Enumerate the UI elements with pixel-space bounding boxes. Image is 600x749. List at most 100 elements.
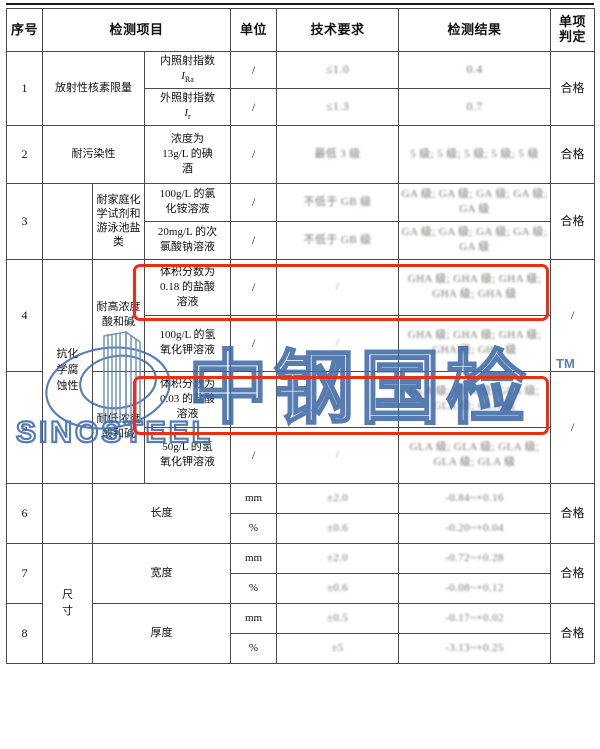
requirement-value: / <box>335 280 340 293</box>
condition-line: 酒 <box>182 162 193 175</box>
item-subname: 耐家庭化 学试剂和 游泳池盐 类 <box>92 182 145 260</box>
condition-cell: 100g/L 的氢 氧化钾溶液 <box>143 314 232 372</box>
item-subname: 厚度 <box>91 602 232 664</box>
requirement-value: ±5 <box>331 641 344 654</box>
item-name-l1: 尺 <box>62 588 73 601</box>
condition-line: 体积分数为 <box>160 377 215 390</box>
requirement-cell: 不低于 GB 级 <box>276 182 400 222</box>
requirement-value: / <box>335 392 340 405</box>
item-subname-l1: 耐高浓度 <box>96 301 141 314</box>
condition-line: 50g/L 的氢 <box>162 441 213 454</box>
condition-label: 内照射指数 <box>160 55 215 67</box>
result-cell: -0.72~+0.28 <box>398 542 552 574</box>
row-no: 3 <box>6 182 43 260</box>
item-name-l1: 抗化 <box>56 348 79 361</box>
unit-cell: / <box>230 314 278 372</box>
table-row: 50g/L 的氢 氧化钾溶液 / / GLA 级; GLA 级; GLA 级; … <box>7 426 595 484</box>
verdict-cell: 合格 <box>550 542 596 604</box>
item-subname-l1: 耐家庭化 <box>96 193 141 206</box>
requirement-value: ±0.6 <box>326 521 349 534</box>
requirement-value: ±2.0 <box>326 491 349 504</box>
result-value: GLA 级; GLA 级; GLA 级; GLA 级; GLA 级 <box>409 385 540 413</box>
result-cell: GHA 级; GHA 级; GHA 级; GHA 级; GHA 级 <box>398 258 552 316</box>
item-subname-l3: 游泳池盐 <box>96 222 141 235</box>
header-item: 检测项目 <box>41 8 232 52</box>
result-cell: -0.17~+0.02 <box>398 602 552 634</box>
result-value: GLA 级; GLA 级; GLA 级; GLA 级; GLA 级 <box>409 441 540 469</box>
result-cell: -0.08~+0.12 <box>398 572 552 604</box>
condition-cell: 体积分数为 0.03 的盐酸 溶液 <box>143 370 232 428</box>
condition-label: 外照射指数 <box>160 91 215 104</box>
verdict-cell: / <box>550 258 596 372</box>
item-name: 尺 寸 <box>42 542 93 664</box>
requirement-cell: / <box>276 314 400 372</box>
item-subname: 耐高浓度 酸和碱 <box>92 258 145 372</box>
verdict-cell: 合格 <box>550 51 596 126</box>
requirement-cell: ±2.0 <box>276 482 400 514</box>
condition-line: 100g/L 的氯 <box>159 188 216 201</box>
condition-line: 溶液 <box>176 295 199 308</box>
item-subname: 耐低浓度 酸和碱 <box>92 370 145 484</box>
condition-line: 100g/L 的氢 <box>159 329 216 342</box>
requirement-value: 最低 3 级 <box>314 147 361 160</box>
requirement-value: / <box>335 336 340 349</box>
unit-cell: / <box>230 220 278 260</box>
condition-cell: 体积分数为 0.18 的盐酸 溶液 <box>143 258 232 316</box>
requirement-cell: ≤1.3 <box>276 87 400 126</box>
requirement-value: 不低于 GB 级 <box>303 233 372 246</box>
result-value: GA 级; GA 级; GA 级; GA 级; GA 级 <box>401 226 548 254</box>
unit-cell: / <box>230 124 278 184</box>
requirement-value: 不低于 GB 级 <box>303 195 372 208</box>
table-header-row: 序号 检测项目 单位 技术要求 检测结果 单项 判定 <box>6 8 596 52</box>
result-value: -3.13~+0.25 <box>445 641 504 654</box>
requirement-cell: ±0.6 <box>276 572 400 604</box>
table-row: 2 耐污染性 浓度为 13g/L 的碘 酒 / 最低 3 级 5 级; 5 级;… <box>6 124 596 184</box>
condition-line: 0.03 的盐酸 <box>160 392 215 405</box>
result-value: -0.08~+0.12 <box>445 581 504 594</box>
table-row: 8 厚度 mm ±0.5 -0.17~+0.02 合格 <box>6 602 596 664</box>
table-row: 7 尺 寸 宽度 mm ±2.0 -0.72~+0.28 合格 <box>6 542 596 664</box>
item-name-empty <box>42 482 93 544</box>
item-name-l3: 蚀性 <box>56 380 79 393</box>
unit-cell: % <box>230 572 278 604</box>
requirement-value: / <box>335 448 340 461</box>
item-subname-l1: 耐低浓度 <box>96 413 141 426</box>
unit-cell: mm <box>230 482 278 514</box>
result-value: -0.17~+0.02 <box>445 611 504 624</box>
requirement-cell: ±5 <box>276 632 400 664</box>
condition-cell: 20mg/L 的次 氯酸钠溶液 <box>143 220 232 260</box>
unit-cell: / <box>230 87 278 126</box>
result-value: GHA 级; GHA 级; GHA 级; GHA 级; GHA 级 <box>407 273 542 301</box>
item-name: 耐污染性 <box>42 124 145 184</box>
item-name: 放射性核素限量 <box>42 51 145 126</box>
requirement-value: ≤1.3 <box>325 99 350 114</box>
result-cell: GLA 级; GLA 级; GLA 级; GLA 级; GLA 级 <box>398 370 552 428</box>
condition-cell: 内照射指数 IRa <box>143 51 232 89</box>
result-cell: GLA 级; GLA 级; GLA 级; GLA 级; GLA 级 <box>398 426 552 484</box>
header-result: 检测结果 <box>398 8 552 52</box>
requirement-cell: / <box>276 370 400 428</box>
unit-cell: mm <box>230 602 278 634</box>
table-row: 1 放射性核素限量 内照射指数 IRa / ≤1.0 0.4 合格 <box>6 51 596 126</box>
header-requirement: 技术要求 <box>276 8 400 52</box>
verdict-cell: 合格 <box>550 482 596 544</box>
result-value: 0.7 <box>466 99 483 114</box>
condition-cell: 浓度为 13g/L 的碘 酒 <box>143 124 232 184</box>
item-subname: 宽度 <box>91 542 232 604</box>
item-name-l2: 寸 <box>62 605 73 618</box>
unit-cell: / <box>230 258 278 316</box>
result-value: -0.72~+0.28 <box>445 551 504 564</box>
header-verdict-l2: 判定 <box>559 29 587 44</box>
condition-line: 氧化钾溶液 <box>160 456 215 469</box>
condition-symbol-sub: Ra <box>184 75 194 85</box>
table-row: 6 长度 mm ±2.0 -0.84~+0.16 合格 <box>6 482 596 544</box>
result-cell: -0.20~+0.04 <box>398 512 552 544</box>
result-cell: GA 级; GA 级; GA 级; GA 级; GA 级 <box>398 182 552 222</box>
requirement-cell: 最低 3 级 <box>276 124 400 184</box>
result-value: -0.84~+0.16 <box>445 491 504 504</box>
requirement-cell: ±0.6 <box>276 512 400 544</box>
row-no: 7 <box>6 542 43 604</box>
condition-line: 0.18 的盐酸 <box>160 280 215 293</box>
table-row: % ±0.6 -0.20~+0.04 <box>7 512 595 544</box>
